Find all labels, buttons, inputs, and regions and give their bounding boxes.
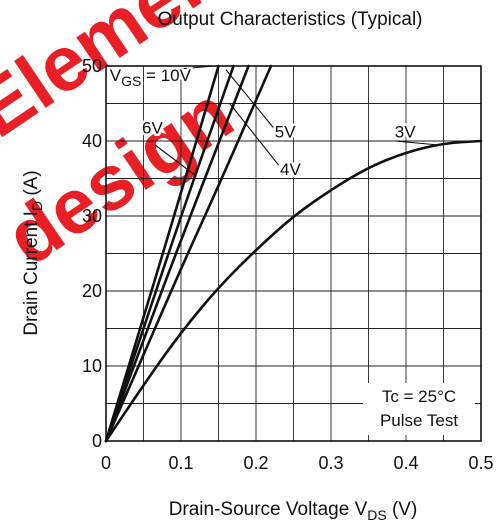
curve-vgs-5v xyxy=(104,64,250,443)
y-axis-label-sub: D xyxy=(29,201,45,211)
chart-title: Output Characteristics (Typical) xyxy=(157,9,422,30)
x-axis-label: Drain-Source Voltage VDS (V) xyxy=(169,499,418,523)
y-tick-label: 40 xyxy=(82,131,102,151)
y-axis-label-main: Drain Current I xyxy=(21,211,42,336)
leader-line-5v xyxy=(225,69,274,128)
grid xyxy=(106,66,481,441)
x-axis-label-unit: (V) xyxy=(387,499,418,520)
curve-vgs-4v xyxy=(104,64,273,443)
curve-label-10v: VGS = 10V xyxy=(110,66,192,89)
curve-vgs-10v xyxy=(104,64,220,443)
y-tick-label: 0 xyxy=(92,431,102,451)
curve-label-5v: 5V xyxy=(275,122,296,141)
y-axis-label-unit: (A) xyxy=(21,170,42,201)
x-tick-label: 0.1 xyxy=(168,453,193,473)
leader-line-6v xyxy=(154,144,195,176)
x-tick-label: 0.3 xyxy=(318,453,343,473)
y-axis-label: Drain Current ID (A) xyxy=(21,170,45,335)
curves xyxy=(104,64,483,443)
leader-line-3v xyxy=(394,140,437,146)
leader-line-4v xyxy=(229,103,279,166)
plot-frame xyxy=(105,65,482,442)
curve-label-4v: 4V xyxy=(280,160,301,179)
x-tick-label: 0 xyxy=(101,453,111,473)
curve-labels: VGS = 10V 6V 5V 4V 3V xyxy=(107,64,437,181)
x-tick-label: 0.4 xyxy=(393,453,418,473)
curve-label-6v: 6V xyxy=(142,119,163,138)
y-tick-label: 30 xyxy=(82,206,102,226)
x-tick-label: 0.5 xyxy=(468,453,493,473)
annotation-line: Pulse Test xyxy=(380,411,458,430)
curve-vgs-3v xyxy=(104,139,483,443)
x-axis-label-main: Drain-Source Voltage V xyxy=(169,499,368,520)
y-tick-label: 10 xyxy=(82,356,102,376)
test-conditions: Tc = 25°C Pulse Test xyxy=(363,383,475,435)
curve-label-3v: 3V xyxy=(395,122,416,141)
annotation-line: Tc = 25°C xyxy=(382,387,456,406)
x-tick-label: 0.2 xyxy=(243,453,268,473)
y-tick-label: 20 xyxy=(82,281,102,301)
x-axis-label-sub: DS xyxy=(367,507,386,523)
curve-vgs-6v xyxy=(104,64,235,443)
annotation-box xyxy=(363,383,475,435)
tick-labels: 0 0.1 0.2 0.3 0.4 0.5 0 10 20 30 40 50 xyxy=(82,56,494,473)
y-tick-label: 50 xyxy=(82,56,102,76)
